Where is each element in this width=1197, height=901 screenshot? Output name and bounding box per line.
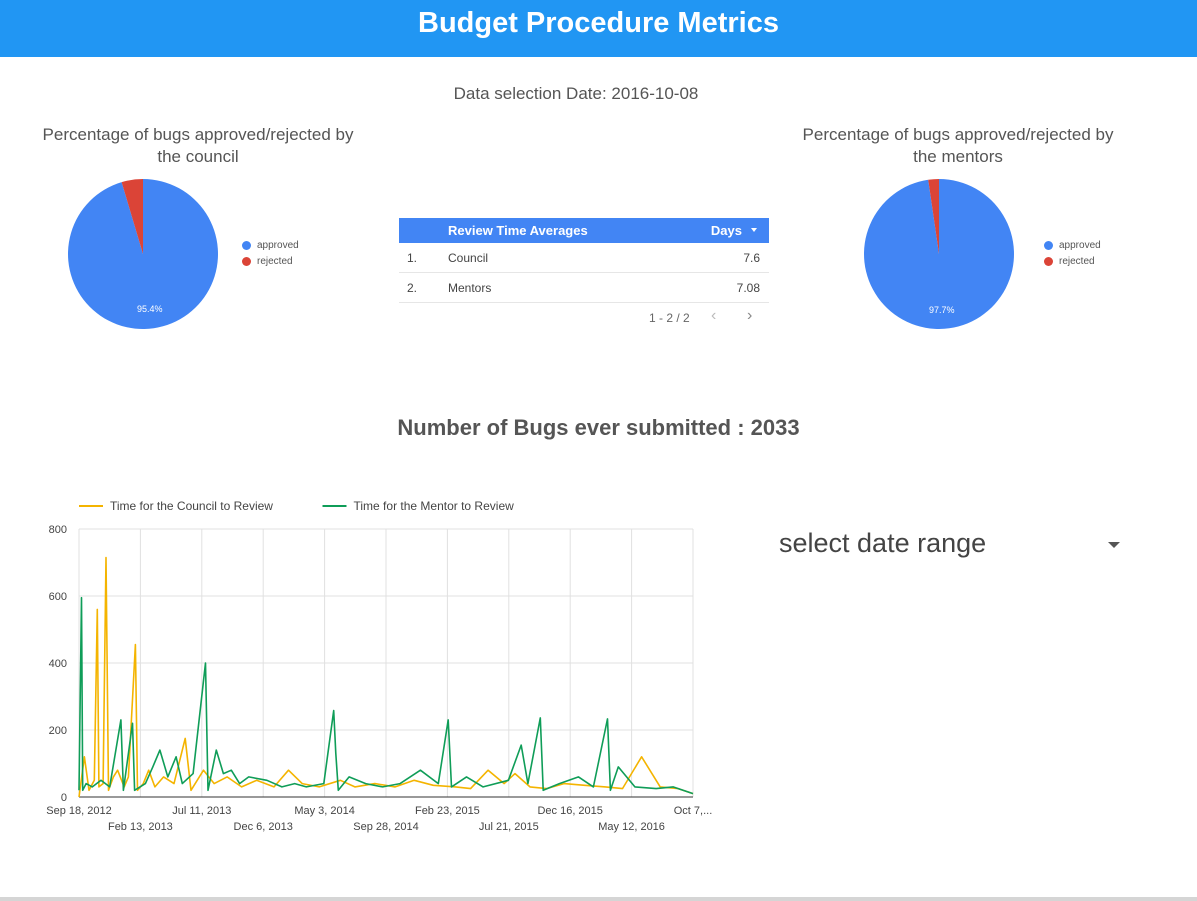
- legend-item-approved: approved: [1044, 237, 1101, 253]
- x-tick-label: Feb 13, 2013: [108, 821, 173, 833]
- sort-desc-icon[interactable]: [751, 228, 757, 232]
- pie-slice-rejected: [928, 179, 939, 254]
- table-pagination: 1 - 2 / 2 ‹ ›: [399, 307, 769, 327]
- date-range-label: select date range: [779, 528, 987, 558]
- x-tick-label: Sep 18, 2012: [46, 805, 111, 817]
- pie-slice-rejected: [121, 179, 143, 254]
- council-pie-chart: [67, 179, 218, 329]
- rejected-swatch: [242, 256, 251, 266]
- legend-label: approved: [257, 239, 299, 251]
- chevron-left-icon[interactable]: ‹: [711, 307, 717, 324]
- x-tick-label: Feb 23, 2015: [415, 805, 480, 817]
- row-value: 7.6: [743, 250, 760, 265]
- council-pie-legend: approved rejected: [242, 237, 299, 269]
- x-tick-label: Oct 7,...: [674, 805, 713, 817]
- mentor-pie-title: Percentage of bugs approved/rejected by …: [778, 124, 1138, 168]
- y-tick-label: 800: [49, 524, 67, 536]
- review-time-line-chart: 0 200 400 600 800 Sep 18, 2012 Feb 13, 2013 Jul…: [46, 499, 713, 833]
- column-header-days[interactable]: Days: [710, 223, 742, 238]
- council-pie-title: Percentage of bugs approved/rejected by …: [18, 124, 378, 168]
- x-tick-label: May 12, 2016: [598, 821, 665, 833]
- x-tick-label: Jul 21, 2015: [479, 821, 539, 833]
- bug-count-heading: Number of Bugs ever submitted : 2033: [397, 415, 800, 440]
- table-row: 2. Mentors 7.08: [399, 273, 769, 303]
- rejected-swatch: [1044, 256, 1053, 266]
- row-name: Council: [448, 250, 489, 265]
- legend-label: Time for the Council to Review: [110, 499, 273, 513]
- council-approved-pct: 95.4%: [137, 304, 163, 314]
- legend-label: approved: [1059, 239, 1101, 251]
- x-tick-label: Dec 6, 2013: [234, 821, 293, 833]
- series-line: [78, 596, 694, 795]
- legend-item-approved: approved: [242, 237, 299, 253]
- mentor-pie-legend: approved rejected: [1044, 237, 1101, 269]
- mentor-pie-title-line2: the mentors: [913, 147, 1003, 166]
- x-tick-label: Sep 28, 2014: [353, 821, 418, 833]
- row-index: 2.: [407, 280, 418, 295]
- row-name: Mentors: [448, 280, 492, 295]
- bottom-divider: [0, 897, 1197, 901]
- review-time-table: Review Time Averages Days 1. Council 7.6…: [399, 218, 769, 303]
- council-pie-title-line1: Percentage of bugs approved/rejected by: [42, 125, 354, 144]
- chevron-right-icon[interactable]: ›: [747, 307, 753, 324]
- legend-item-rejected: rejected: [1044, 253, 1101, 269]
- table-header: Review Time Averages Days: [399, 218, 769, 243]
- pie-slice-approved: [67, 179, 218, 329]
- y-tick-label: 400: [49, 658, 67, 670]
- legend-label: Time for the Mentor to Review: [354, 499, 515, 513]
- y-tick-label: 0: [61, 792, 67, 804]
- legend-label: rejected: [257, 255, 293, 267]
- row-value: 7.08: [736, 280, 760, 295]
- x-tick-label: Dec 16, 2015: [537, 805, 602, 817]
- x-tick-label: May 3, 2014: [294, 805, 355, 817]
- legend-label: rejected: [1059, 255, 1095, 267]
- x-tick-label: Jul 11, 2013: [172, 805, 231, 817]
- mentor-pie-title-line1: Percentage of bugs approved/rejected by: [802, 125, 1114, 144]
- chevron-down-icon[interactable]: [1108, 542, 1120, 548]
- page-title: Budget Procedure Metrics: [418, 7, 779, 39]
- row-index: 1.: [407, 250, 418, 265]
- council-pie-title-line2: the council: [157, 147, 239, 166]
- legend-item-rejected: rejected: [242, 253, 299, 269]
- date-range-dropdown[interactable]: select date range: [779, 528, 1124, 564]
- approved-swatch: [1044, 240, 1053, 250]
- data-selection-date: Data selection Date: 2016-10-08: [453, 84, 699, 103]
- page-header: Budget Procedure Metrics: [0, 0, 1197, 57]
- mentor-pie-chart: [864, 179, 1014, 329]
- y-tick-label: 600: [49, 591, 67, 603]
- approved-swatch: [242, 240, 251, 250]
- mentor-approved-pct: 97.7%: [929, 305, 955, 315]
- y-tick-label: 200: [49, 725, 67, 737]
- table-row: 1. Council 7.6: [399, 243, 769, 273]
- column-header-name[interactable]: Review Time Averages: [448, 223, 588, 238]
- pagination-range: 1 - 2 / 2: [649, 311, 690, 325]
